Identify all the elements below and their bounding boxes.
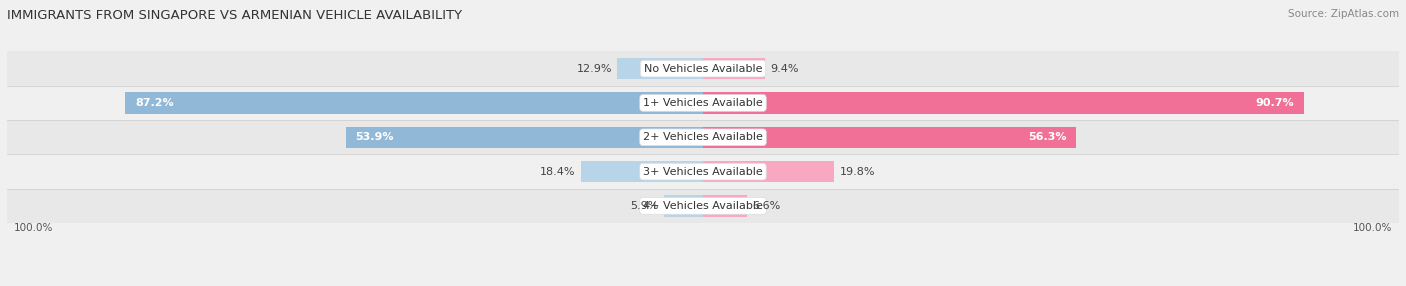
Text: 100.0%: 100.0% bbox=[1353, 223, 1392, 233]
Text: 56.3%: 56.3% bbox=[1028, 132, 1066, 142]
Text: Source: ZipAtlas.com: Source: ZipAtlas.com bbox=[1288, 9, 1399, 19]
Bar bbox=[7, 86, 1399, 120]
Bar bbox=[703, 58, 765, 79]
Bar bbox=[617, 58, 703, 79]
Text: 90.7%: 90.7% bbox=[1256, 98, 1295, 108]
Text: 3+ Vehicles Available: 3+ Vehicles Available bbox=[643, 167, 763, 176]
Bar bbox=[664, 195, 703, 217]
Text: 4+ Vehicles Available: 4+ Vehicles Available bbox=[643, 201, 763, 211]
Bar bbox=[703, 195, 747, 217]
Bar bbox=[703, 127, 1076, 148]
Text: IMMIGRANTS FROM SINGAPORE VS ARMENIAN VEHICLE AVAILABILITY: IMMIGRANTS FROM SINGAPORE VS ARMENIAN VE… bbox=[7, 9, 463, 21]
Text: 6.6%: 6.6% bbox=[752, 201, 780, 211]
Text: 5.9%: 5.9% bbox=[630, 201, 658, 211]
Text: 1+ Vehicles Available: 1+ Vehicles Available bbox=[643, 98, 763, 108]
Text: 9.4%: 9.4% bbox=[770, 64, 799, 74]
Text: 12.9%: 12.9% bbox=[576, 64, 612, 74]
Bar bbox=[581, 161, 703, 182]
Bar bbox=[346, 127, 703, 148]
Bar bbox=[7, 51, 1399, 86]
Text: No Vehicles Available: No Vehicles Available bbox=[644, 64, 762, 74]
Bar bbox=[703, 92, 1305, 114]
Text: 53.9%: 53.9% bbox=[356, 132, 394, 142]
Text: 100.0%: 100.0% bbox=[14, 223, 53, 233]
Bar bbox=[703, 161, 834, 182]
Text: 2+ Vehicles Available: 2+ Vehicles Available bbox=[643, 132, 763, 142]
Text: 19.8%: 19.8% bbox=[839, 167, 875, 176]
Text: 18.4%: 18.4% bbox=[540, 167, 575, 176]
Bar bbox=[7, 120, 1399, 154]
Bar bbox=[125, 92, 703, 114]
Bar bbox=[7, 189, 1399, 223]
Bar bbox=[7, 154, 1399, 189]
Text: 87.2%: 87.2% bbox=[135, 98, 173, 108]
